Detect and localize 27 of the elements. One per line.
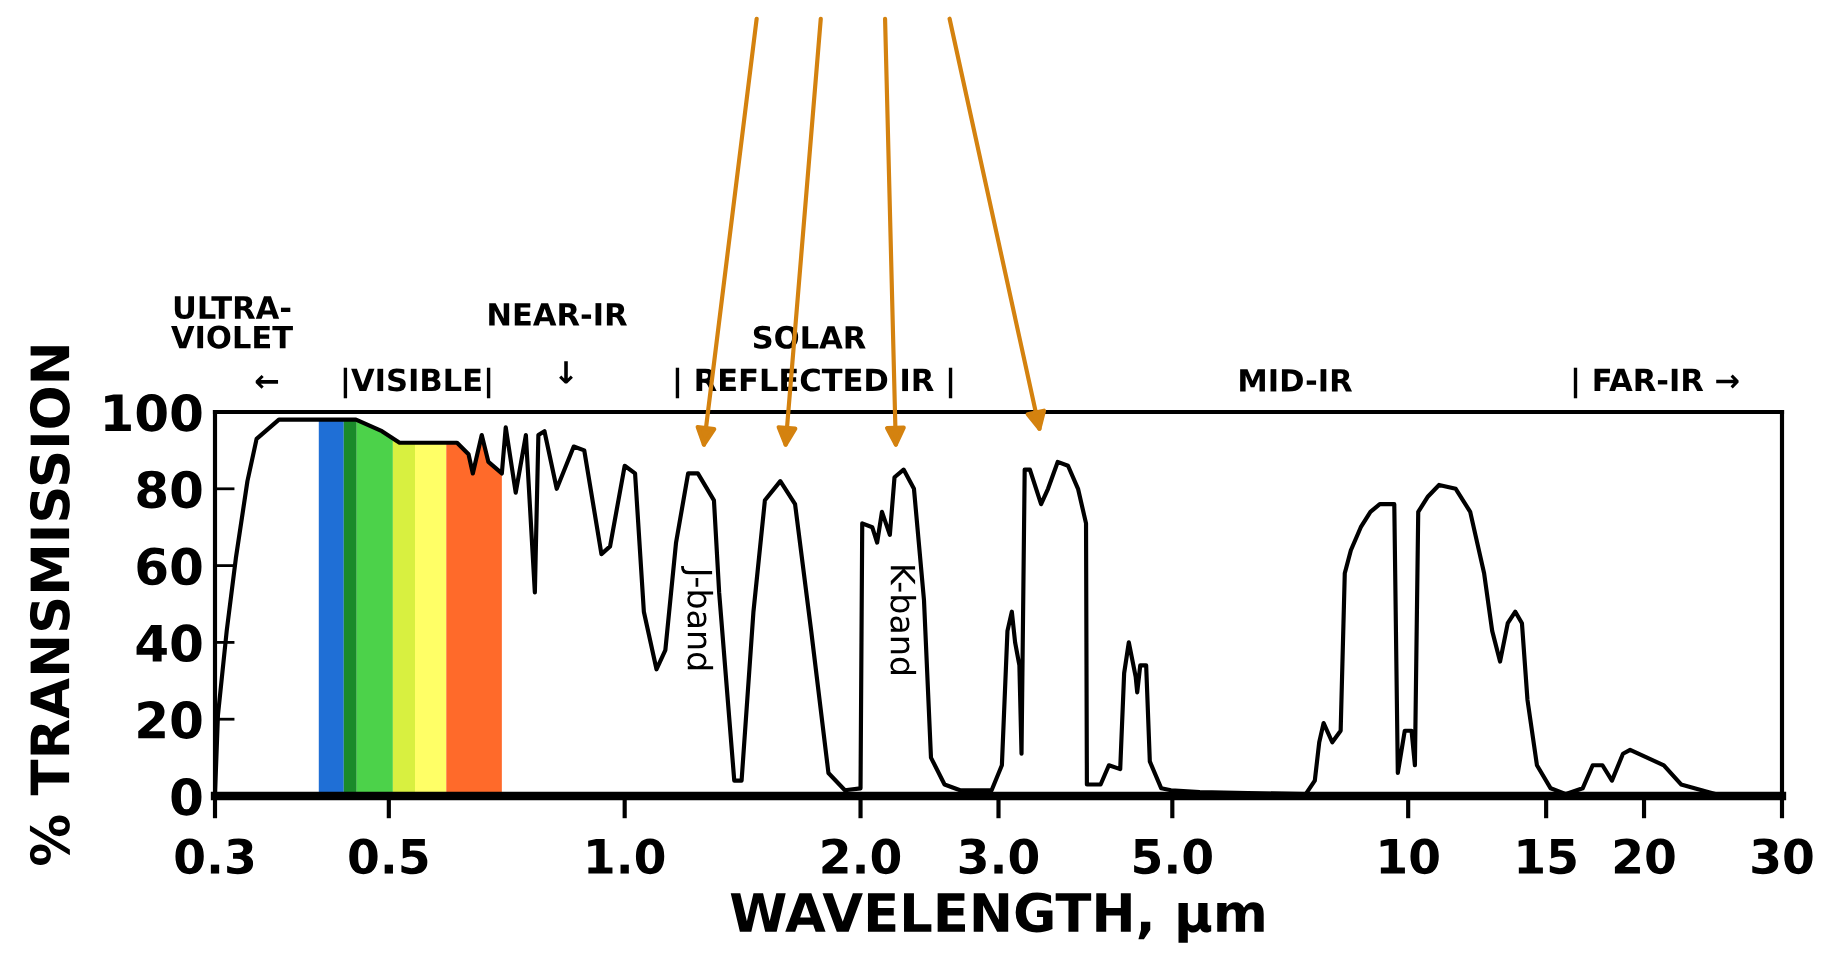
- x-axis-title: WAVELENGTH, µm: [730, 892, 1264, 943]
- y-tick-label: 60: [137, 547, 202, 586]
- x-tick-label: 30: [1752, 838, 1813, 875]
- y-tick-label: 0: [171, 777, 202, 816]
- text: ↓: [559, 361, 573, 384]
- text: | FAR-IR →: [1573, 367, 1739, 399]
- x-tick-label: 3.0: [959, 838, 1039, 875]
- x-tick-label: 15: [1518, 839, 1576, 875]
- text: |VISIBLE|: [343, 367, 491, 399]
- annotation: J-band: [681, 566, 714, 670]
- text: ←: [255, 374, 279, 389]
- y-tick-label: 100: [105, 393, 202, 432]
- y-tick-label: 40: [136, 624, 202, 663]
- x-tick-label: 5.0: [1134, 838, 1212, 875]
- y-tick-label: 80: [137, 470, 202, 509]
- x-tick-label: 1.0: [588, 838, 665, 875]
- x-tick-label: 2.0: [822, 838, 901, 875]
- text: MID-IR: [1240, 369, 1353, 392]
- x-tick-label: 0.5: [349, 838, 428, 875]
- text: ULTRA- VIOLET: [171, 296, 293, 349]
- y-axis-title: % TRANSMISSION: [29, 346, 70, 865]
- y-tick-label: 20: [138, 701, 202, 739]
- x-tick-label: 0.3: [175, 838, 254, 875]
- x-tick-label: 10: [1380, 838, 1439, 875]
- text: NEAR-IR: [489, 303, 627, 326]
- x-tick-label: 20: [1614, 838, 1675, 875]
- annotation: K-band: [890, 566, 917, 675]
